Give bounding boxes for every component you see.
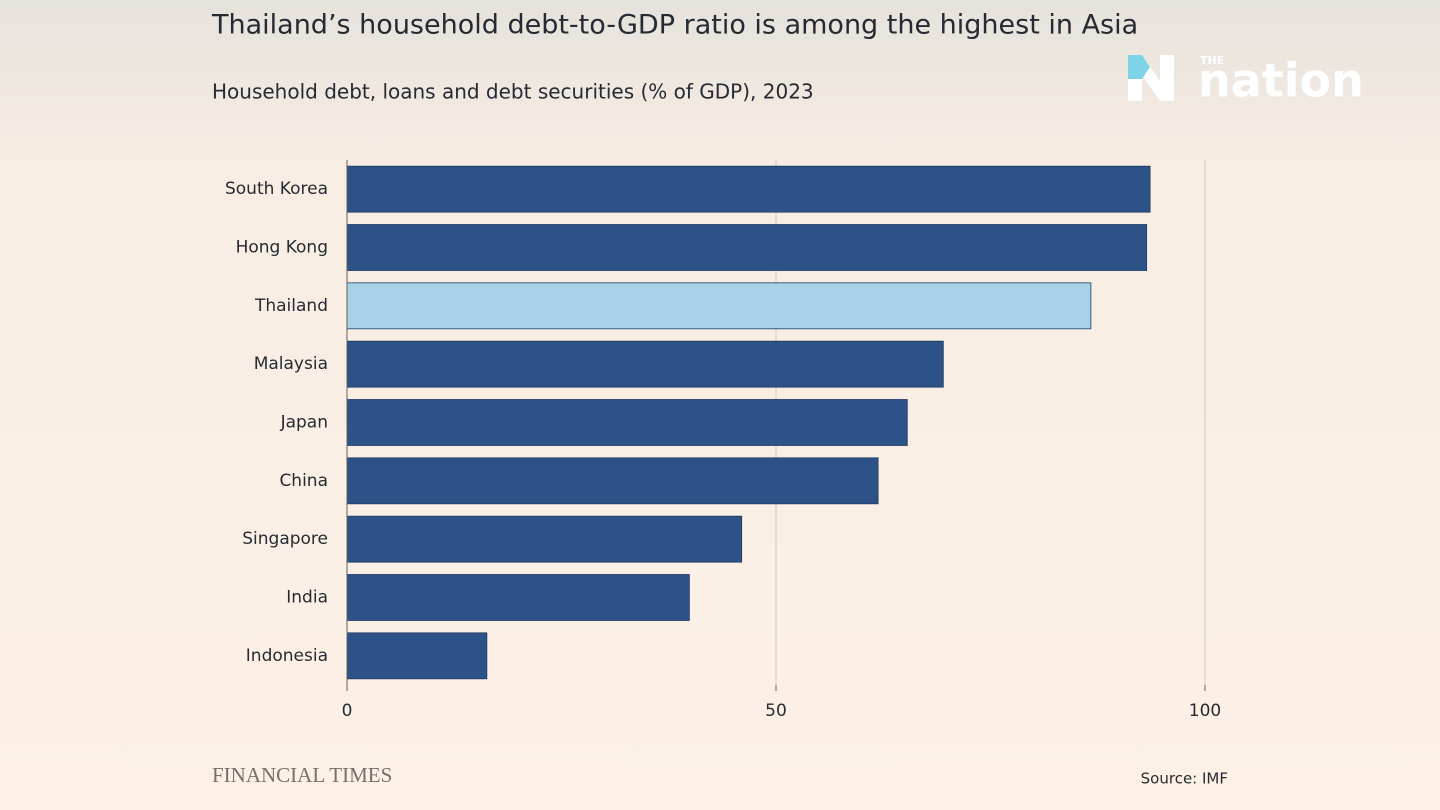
bar [346, 632, 488, 680]
y-tick-label: China [279, 471, 328, 491]
y-tick-label: South Korea [225, 179, 328, 199]
y-tick-label: Singapore [242, 529, 328, 549]
x-tick-label: 50 [765, 701, 787, 721]
bar [346, 399, 908, 446]
bar [346, 574, 690, 621]
chart-subtitle: Household debt, loans and debt securitie… [212, 80, 814, 104]
logo: THE nation [1128, 54, 1364, 108]
bar [346, 515, 743, 563]
y-tick-label: Hong Kong [236, 238, 328, 258]
y-tick-label: Indonesia [246, 646, 328, 666]
publisher: FINANCIAL TIMES [212, 763, 392, 787]
bar [346, 165, 1151, 213]
logo-accent [1128, 55, 1150, 79]
x-tick-label: 100 [1189, 701, 1221, 721]
chart-title: Thailand’s household debt-to-GDP ratio i… [211, 10, 1138, 41]
x-tick-label: 0 [342, 701, 353, 721]
bar [346, 282, 1092, 330]
bar [346, 224, 1148, 271]
logo-small: THE [1200, 54, 1224, 67]
y-tick-label: Thailand [254, 296, 328, 316]
logo-name: nation [1198, 54, 1364, 108]
source: Source: IMF [1141, 770, 1228, 788]
bar [346, 457, 879, 505]
y-tick-label: Malaysia [254, 354, 328, 374]
y-tick-label: Japan [280, 413, 328, 433]
y-tick-label: India [286, 588, 328, 608]
bar [346, 340, 944, 388]
